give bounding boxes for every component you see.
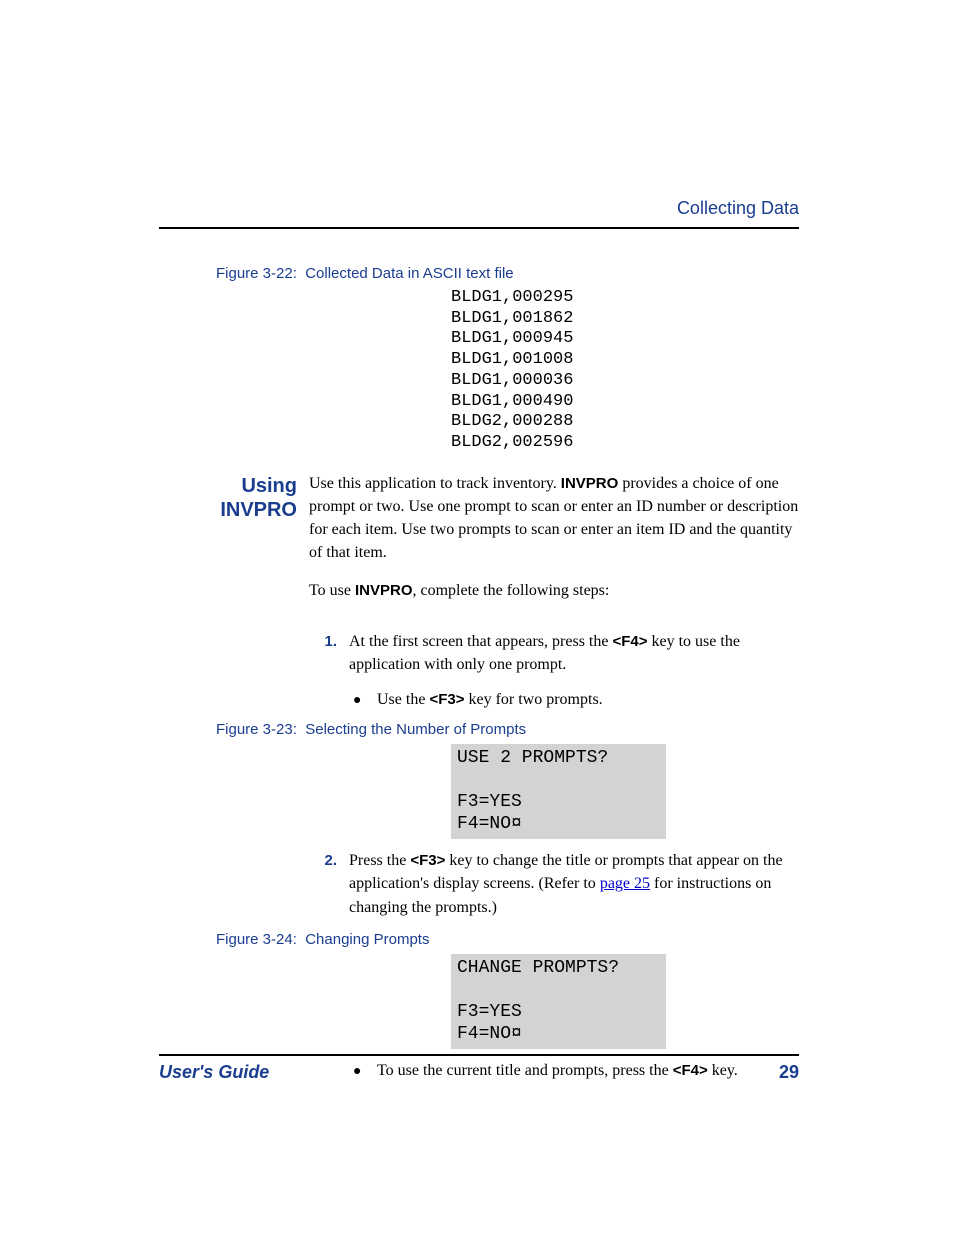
section-heading: Using INVPRO [159, 472, 309, 616]
step-2: 2. Press the <F3> key to change the titl… [317, 849, 799, 919]
figure-24-caption: Figure 3-24: Changing Prompts [216, 931, 799, 948]
section-intro: Use this application to track inventory.… [309, 472, 799, 565]
figure-23-screen: USE 2 PROMPTS? F3=YES F4=NO¤ [451, 744, 666, 839]
step-1-sub-key: <F3> [429, 691, 464, 708]
step-2-number: 2. [317, 849, 349, 919]
section-touse-bold: INVPRO [355, 582, 413, 599]
step-1-number: 1. [317, 630, 349, 676]
page-header-title: Collecting Data [159, 198, 799, 219]
section-heading-line2: INVPRO [220, 499, 297, 521]
step-1-text: At the first screen that appears, press … [349, 630, 799, 676]
section-intro-bold: INVPRO [561, 475, 619, 492]
figure-24-label: Figure 3-24: [216, 931, 297, 948]
figure-22-caption: Figure 3-22: Collected Data in ASCII tex… [216, 265, 799, 282]
figure-23-caption: Figure 3-23: Selecting the Number of Pro… [216, 721, 799, 738]
bullet-icon: ● [353, 688, 377, 711]
figure-24-title: Changing Prompts [305, 931, 429, 948]
step-2-text: Press the <F3> key to change the title o… [349, 849, 799, 919]
step-2-key: <F3> [410, 852, 445, 869]
step-1-sub-text: Use the <F3> key for two prompts. [377, 688, 799, 711]
header-rule [159, 227, 799, 229]
section-touse-pre: To use [309, 582, 355, 599]
step-1-sub: ● Use the <F3> key for two prompts. [353, 688, 799, 711]
step-1: 1. At the first screen that appears, pre… [317, 630, 799, 676]
step-1-key: <F4> [612, 633, 647, 650]
page-footer: User's Guide 29 [159, 1062, 799, 1083]
figure-22-data: BLDG1,000295 BLDG1,001862 BLDG1,000945 B… [451, 288, 799, 454]
step-1-pre: At the first screen that appears, press … [349, 633, 612, 650]
section-heading-line1: Using [241, 475, 297, 497]
figure-22-title: Collected Data in ASCII text file [305, 265, 513, 282]
section-touse: To use INVPRO, complete the following st… [309, 579, 799, 602]
figure-23-label: Figure 3-23: [216, 721, 297, 738]
section-intro-pre: Use this application to track inventory. [309, 475, 561, 492]
figure-23-title: Selecting the Number of Prompts [305, 721, 526, 738]
section-touse-post: , complete the following steps: [413, 582, 610, 599]
step-1-sub-post: key for two prompts. [464, 691, 602, 708]
footer-guide-title: User's Guide [159, 1062, 269, 1083]
step-1-sub-pre: Use the [377, 691, 429, 708]
step-2-pre: Press the [349, 852, 410, 869]
figure-22-label: Figure 3-22: [216, 265, 297, 282]
figure-24-screen: CHANGE PROMPTS? F3=YES F4=NO¤ [451, 954, 666, 1049]
section-using-invpro: Using INVPRO Use this application to tra… [159, 472, 799, 616]
page-25-link[interactable]: page 25 [600, 875, 650, 892]
footer-page-number: 29 [779, 1062, 799, 1083]
footer-rule [159, 1054, 799, 1056]
